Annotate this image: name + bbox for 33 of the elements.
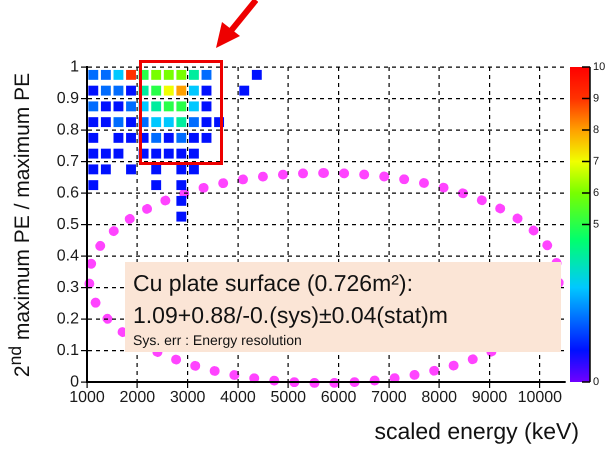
y-tick-label: 0.4 xyxy=(56,247,80,264)
y-tick-label: 0.8 xyxy=(56,121,80,138)
color-bar-label: 8 xyxy=(593,124,600,136)
y-tick-label: 0.1 xyxy=(56,342,80,359)
x-tick-label: 10000 xyxy=(518,389,562,406)
x-tick-label: 8000 xyxy=(421,389,458,406)
x-tick-label: 7000 xyxy=(371,389,407,406)
y-tick-label: 0.7 xyxy=(56,152,80,170)
y-tick-label: 1 xyxy=(70,58,80,76)
color-bar-label: 7 xyxy=(593,156,600,168)
annotation: 1.09+0.88/-0.(sys)±0.04(stat)m xyxy=(133,302,448,329)
x-tick-label: 5000 xyxy=(270,389,306,406)
y-tick-label: 0.5 xyxy=(56,216,80,233)
y-tick-label: 0.3 xyxy=(56,278,80,296)
color-bar-label: 9 xyxy=(593,92,600,105)
x-tick-label: 1000 xyxy=(69,389,105,406)
color-bar-label: 0 xyxy=(593,376,600,388)
color-bar-label: 10 xyxy=(593,61,606,74)
x-tick-label: 9000 xyxy=(472,389,508,406)
color-bar-label: 6 xyxy=(593,187,600,200)
color-bar-label: 5 xyxy=(593,218,600,231)
y-tick-label: 0 xyxy=(70,373,80,390)
x-tick-label: 4000 xyxy=(220,389,256,406)
y-tick-label: 0.6 xyxy=(56,184,80,202)
annotation: Sys. err : Energy resolution xyxy=(133,332,302,348)
y-tick-label: 0.2 xyxy=(56,310,80,328)
x-axis-title: scaled energy (keV) xyxy=(374,418,579,445)
annotation: Cu plate surface (0.726m²): xyxy=(133,270,413,297)
x-tick-label: 3000 xyxy=(170,389,206,406)
note-box: Cu plate surface (0.726m²): 1.09+0.88/-0.(sys)±0.04(stat)m Sys. err : Energy resolution xyxy=(125,262,561,352)
x-tick-label: 2000 xyxy=(120,389,156,406)
x-tick-label: 6000 xyxy=(320,389,356,406)
y-tick-label: 0.9 xyxy=(56,90,80,107)
